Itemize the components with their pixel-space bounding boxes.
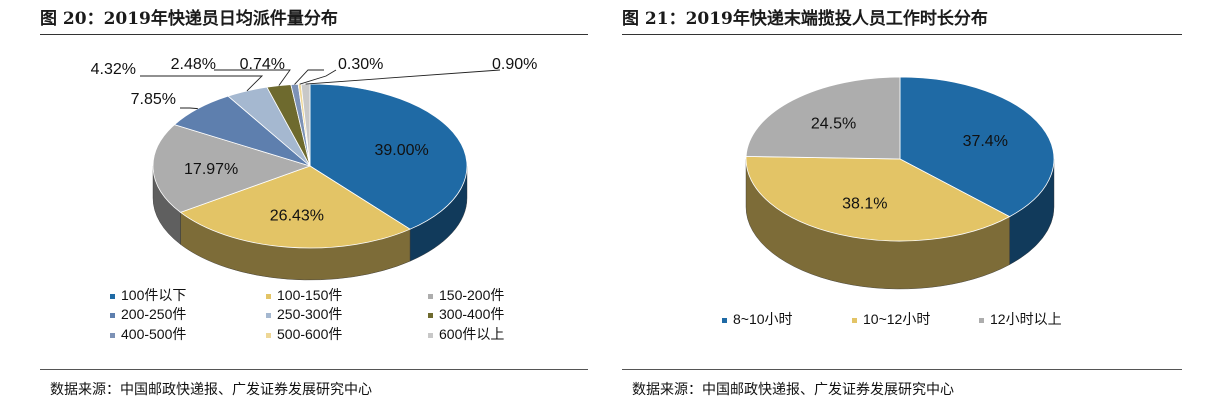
title-rule: [40, 34, 588, 35]
pie-legend: 8~10小时 10~12小时 12小时以上: [722, 311, 1062, 327]
legend-marker-0-90: [428, 333, 433, 338]
pie-label-39-00: 39.00%: [374, 142, 428, 159]
leader-line-0-74: [294, 69, 324, 85]
leader-line-2-48: [214, 69, 291, 86]
legend-marker-26-43: [266, 294, 271, 299]
figure-21-panel: 图 21：2019年快递末端揽投人员工作时长分布 37.4% 38.1% 24.5%…: [622, 0, 1182, 408]
figure-21-source: 数据来源：中国邮政快递报、广发证券发展研究中心: [632, 382, 954, 398]
legend-marker-2-48: [428, 313, 433, 318]
legend-label-0-90: 600件以上: [439, 326, 504, 342]
source-rule: [40, 369, 588, 370]
legend-label-0-74: 400-500件: [121, 326, 186, 342]
title-rule: [622, 34, 1182, 35]
leader-line-7-85: [180, 107, 198, 110]
pie-label-0-90: 0.90%: [492, 56, 537, 73]
figure-20-panel: 图 20：2019年快递员日均派件量分布 39.00% 26.43% 17.97% 7…: [40, 0, 588, 408]
legend-marker-4-32: [266, 313, 271, 318]
legend-label-17-97: 150-200件: [439, 287, 504, 303]
figure-20-source: 数据来源：中国邮政快递报、广发证券发展研究中心: [50, 382, 372, 398]
figure-20-title: 图 20：2019年快递员日均派件量分布: [40, 9, 338, 29]
legend-label-2-48: 300-400件: [439, 306, 504, 322]
legend-marker-37-4: [722, 318, 727, 323]
legend-marker-17-97: [428, 294, 433, 299]
leader-line-0-90: [305, 69, 501, 85]
legend-label-26-43: 100-150件: [277, 287, 342, 303]
pie-label-37-4: 37.4%: [963, 133, 1008, 150]
pie-label-24-5: 24.5%: [811, 115, 856, 132]
pie-label-17-97: 17.97%: [184, 161, 238, 178]
legend-label-0-30: 500-600件: [277, 326, 342, 342]
pie-label-4-32: 4.32%: [91, 61, 136, 78]
pie-label-2-48: 2.48%: [171, 56, 216, 73]
delivery-volume-pie-chart: 39.00% 26.43% 17.97% 7.85% 4.32% 2.48% 0.74% 0.…: [91, 56, 538, 342]
legend-label-39-00: 100件以下: [121, 287, 186, 303]
leader-line-4-32: [140, 75, 264, 92]
pie-slice-37-4: [899, 76, 1055, 218]
legend-marker-38-1: [852, 318, 857, 323]
legend-label-38-1: 10~12小时: [863, 311, 930, 327]
work-hours-pie-chart: 37.4% 38.1% 24.5% 8~10小时 10~12小时 12小时以上: [722, 76, 1062, 327]
pie-slice-24-5: [745, 76, 901, 160]
pie-label-26-43: 26.43%: [270, 208, 324, 225]
pie-legend: 100件以下 100-150件 150-200件 200-250件 250-300件 30…: [110, 287, 504, 342]
pie-slice-17-97: [152, 124, 312, 213]
pie-label-38-1: 38.1%: [842, 196, 887, 213]
legend-label-24-5: 12小时以上: [990, 311, 1062, 327]
legend-marker-0-30: [266, 333, 271, 338]
leader-line-0-30: [299, 69, 337, 85]
legend-label-37-4: 8~10小时: [733, 311, 793, 327]
pie-slice-26-43: [179, 165, 411, 249]
pie-label-0-30: 0.30%: [338, 56, 383, 73]
legend-label-7-85: 200-250件: [121, 306, 186, 322]
figure-21-title: 图 21：2019年快递末端揽投人员工作时长分布: [622, 9, 988, 29]
legend-marker-24-5: [979, 318, 984, 323]
pie-label-7-85: 7.85%: [131, 91, 176, 108]
legend-label-4-32: 250-300件: [277, 306, 342, 322]
legend-marker-0-74: [110, 333, 115, 338]
pie-slice-39-00: [309, 83, 468, 230]
pie-plot: 39.00% 26.43% 17.97% 7.85% 4.32% 2.48% 0.74% 0.…: [91, 56, 537, 281]
pie-label-0-74: 0.74%: [240, 56, 285, 73]
pie-plot: 37.4% 38.1% 24.5%: [745, 76, 1055, 290]
pie-slice-38-1: [745, 156, 1011, 242]
source-rule: [622, 369, 1182, 370]
legend-marker-7-85: [110, 313, 115, 318]
legend-marker-39-00: [110, 294, 115, 299]
